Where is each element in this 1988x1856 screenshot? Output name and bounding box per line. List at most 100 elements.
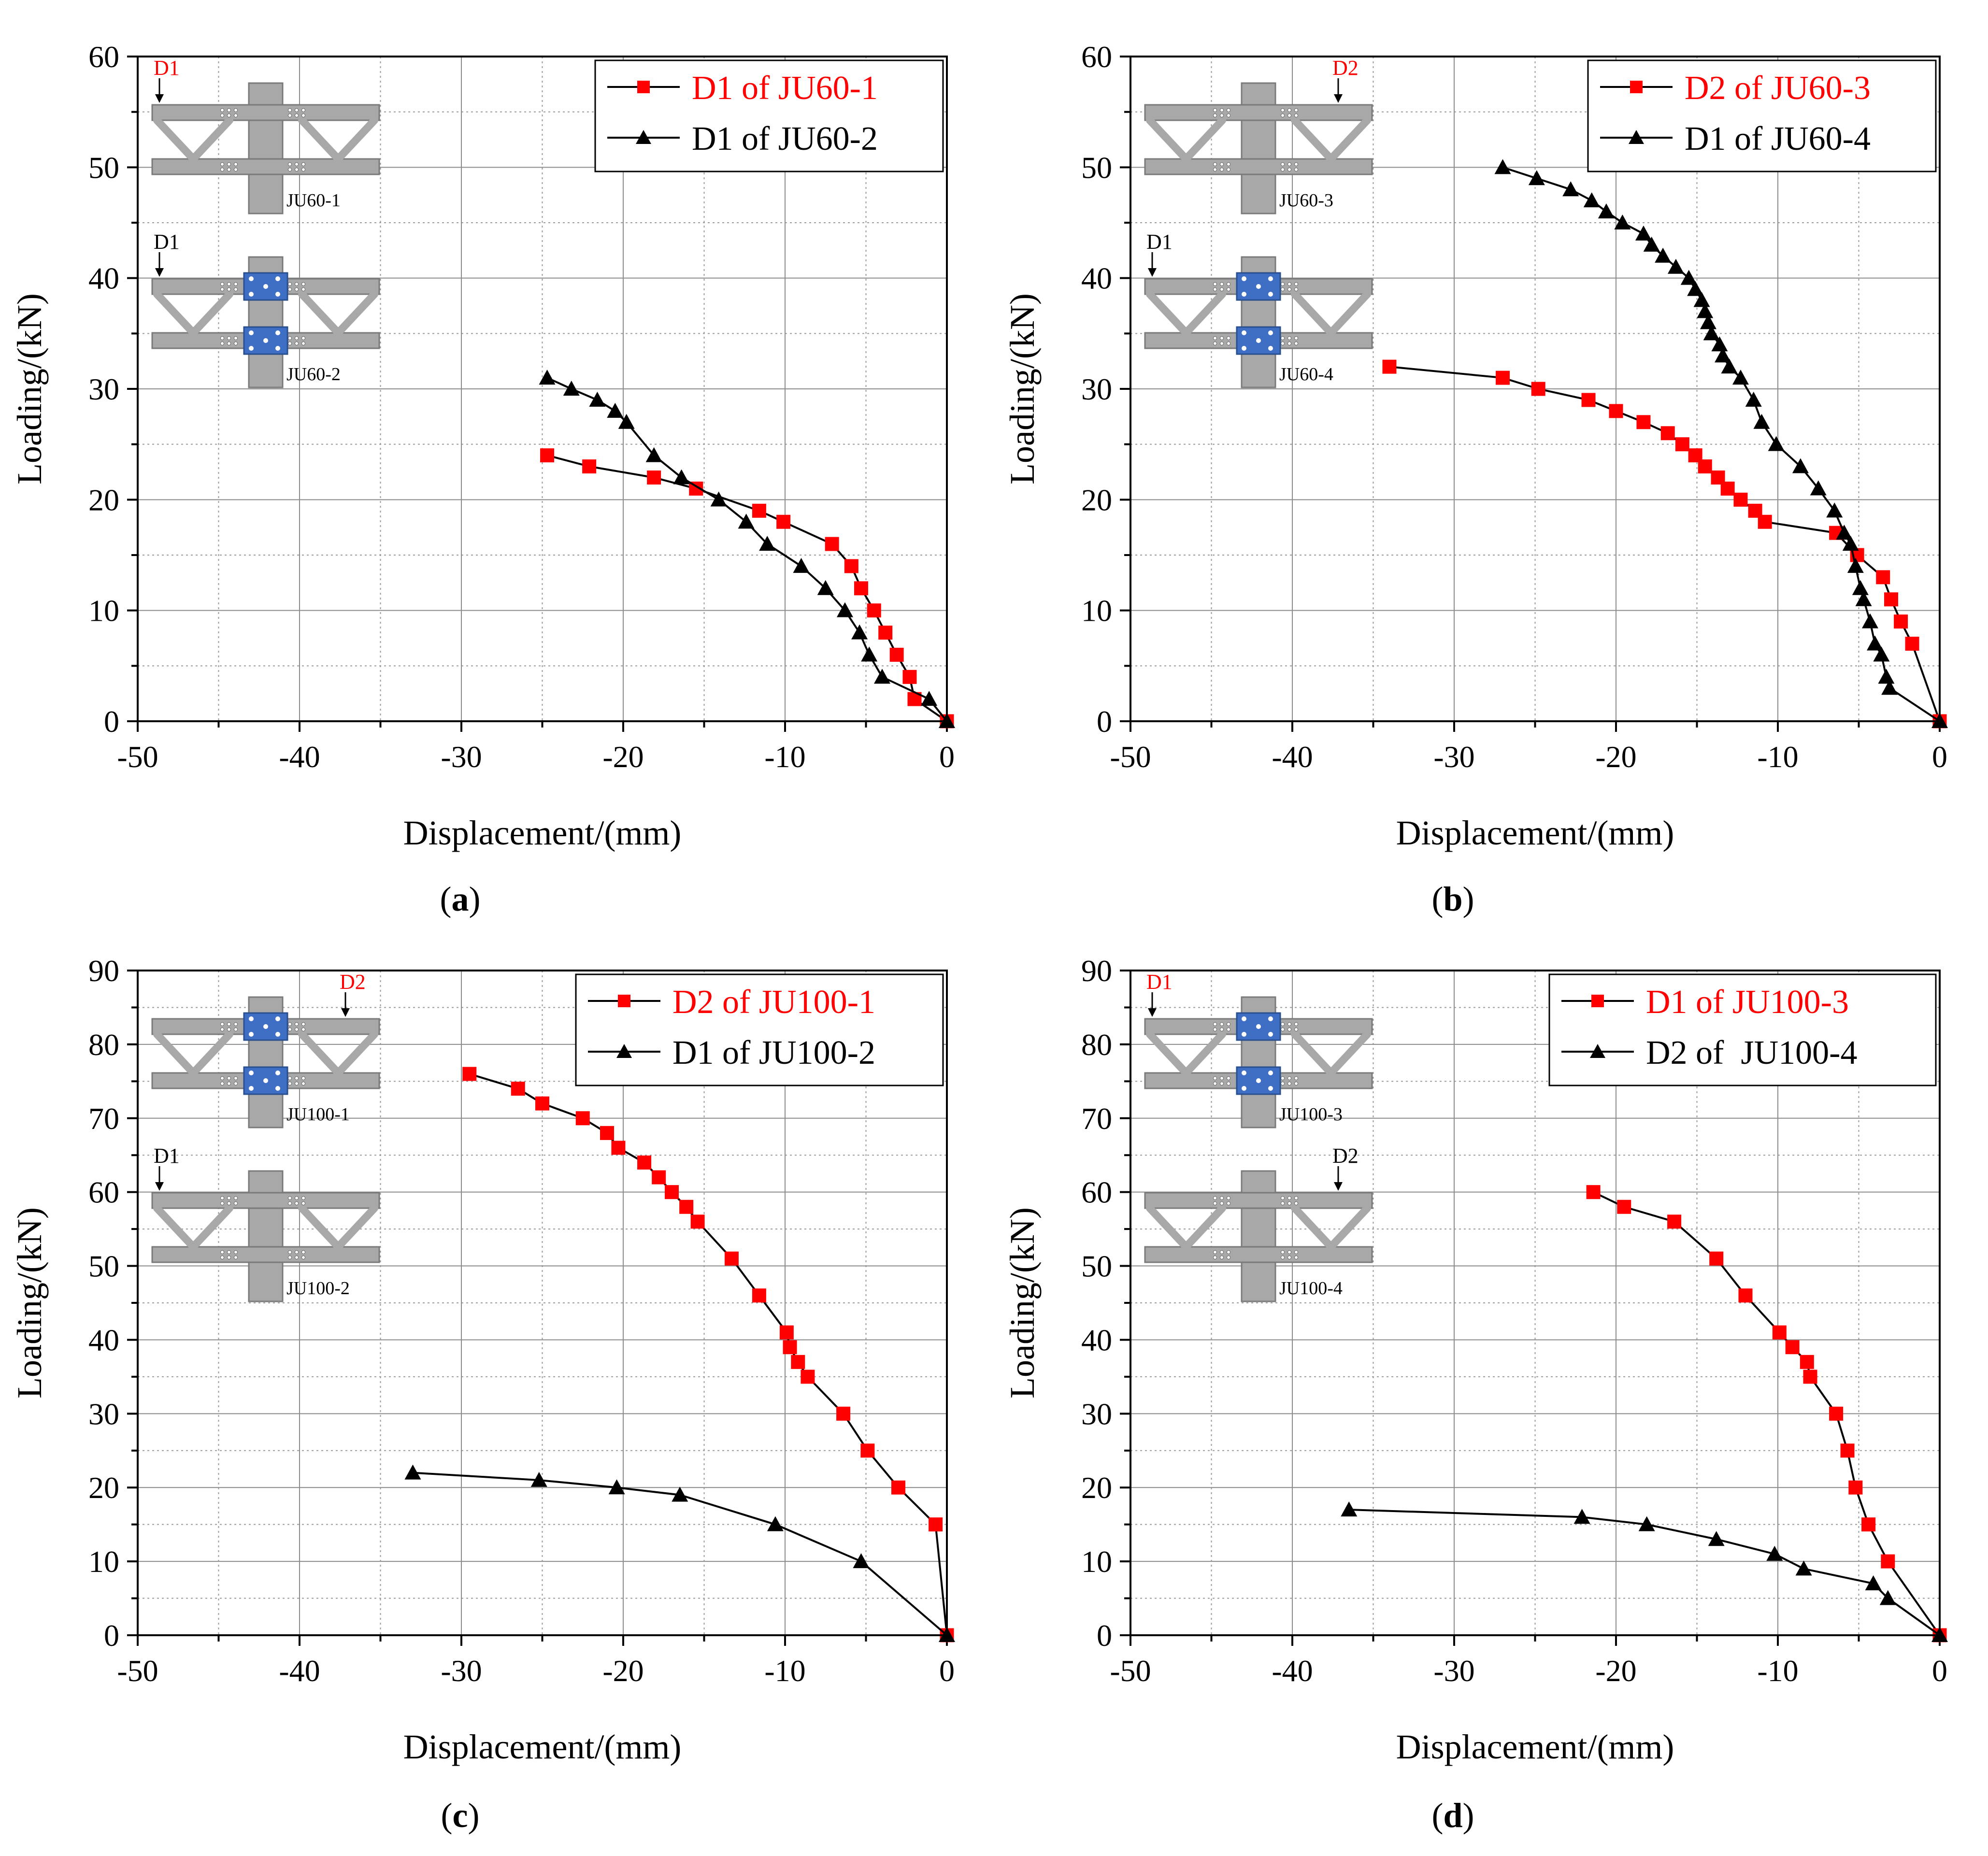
bolt — [1213, 162, 1217, 166]
bolt — [295, 1022, 299, 1026]
axis-ticks: -50 -40 -30 -20 -10 0 0 10 20 30 40 50 60 — [1081, 40, 1947, 774]
bolt — [227, 1022, 231, 1026]
bolt — [288, 287, 292, 291]
data-point-triangle — [1697, 303, 1714, 318]
bolt — [1294, 1028, 1298, 1031]
x-tick-label: -50 — [117, 740, 158, 774]
bolt — [1213, 1196, 1217, 1200]
specimen-id-label: JU60-2 — [286, 364, 341, 385]
data-point-square — [1698, 459, 1712, 474]
bolt — [1294, 108, 1298, 112]
bolt — [234, 1028, 238, 1031]
bolt — [1227, 1082, 1230, 1085]
y-axis-label: Loading/(kN) — [1003, 293, 1042, 485]
x-tick-label: -20 — [1595, 740, 1636, 774]
measuring-point-label: D2 — [1332, 56, 1359, 80]
axis-ticks: -50 -40 -30 -20 -10 0 0 10 20 30 40 50 60 70 80 90 — [1081, 954, 1947, 1688]
panel-caption: (a) — [440, 880, 481, 918]
steel-column — [248, 1170, 284, 1302]
data-point-triangle — [530, 1471, 547, 1487]
bolt — [1287, 1022, 1291, 1026]
legend-box — [575, 973, 944, 1086]
y-axis-label: Loading/(kN) — [1003, 1207, 1042, 1399]
data-point-square — [1636, 415, 1651, 429]
bolt — [1213, 1082, 1217, 1085]
legend-box — [594, 59, 944, 172]
y-tick-label: 70 — [88, 1101, 119, 1136]
web-member — [189, 116, 233, 163]
data-point-triangle — [836, 602, 853, 617]
bolt — [1294, 162, 1298, 166]
bolt — [234, 1250, 238, 1254]
bolt — [234, 1022, 238, 1026]
y-tick-label: 10 — [1081, 594, 1112, 628]
bolt — [288, 1250, 292, 1254]
bolt — [1220, 282, 1224, 286]
bolt — [288, 162, 292, 166]
plate-bolt — [1242, 330, 1246, 335]
series-0 — [462, 1067, 954, 1642]
data-point-square — [1738, 1288, 1753, 1303]
x-tick-label: -10 — [764, 1654, 805, 1688]
data-point-square — [752, 1288, 766, 1303]
y-tick-label: 70 — [1081, 1101, 1112, 1136]
plate-bolt — [263, 1024, 268, 1029]
y-tick-label: 50 — [1081, 1249, 1112, 1284]
bolt — [1281, 1082, 1285, 1085]
plate-bolt — [1242, 276, 1246, 281]
web-member — [1146, 290, 1190, 337]
data-point-triangle — [1614, 214, 1631, 229]
specimen-id-label: JU60-3 — [1279, 190, 1333, 211]
bolt — [1287, 1201, 1291, 1205]
data-point-square — [1861, 1517, 1876, 1532]
y-tick-label: 60 — [88, 40, 119, 74]
bolt — [1281, 1196, 1285, 1200]
data-point-square — [1609, 404, 1623, 418]
bolt — [1294, 114, 1298, 117]
web-member — [153, 290, 197, 337]
data-point-triangle — [817, 580, 834, 595]
bolt — [1227, 108, 1230, 112]
y-tick-label: 30 — [88, 1397, 119, 1431]
bolt — [1294, 1250, 1298, 1254]
bolt — [220, 1022, 224, 1026]
bolt — [1220, 1250, 1224, 1254]
plate-bolt — [1268, 1071, 1273, 1075]
x-tick-label: 0 — [939, 1654, 955, 1688]
plate-bolt — [275, 1071, 280, 1075]
plate-bolt — [1256, 338, 1261, 343]
caption-letter: d — [1443, 1796, 1462, 1835]
plate-bolt — [1268, 1032, 1273, 1037]
data-point-square — [575, 1111, 590, 1126]
legend-marker-square — [1591, 995, 1604, 1007]
data-point-triangle — [1583, 192, 1600, 208]
data-point-triangle — [793, 557, 810, 573]
plot-frame — [1130, 56, 1941, 722]
chart-panel-b: -50 -40 -30 -20 -10 0 0 10 20 30 40 50 60 Displacemen… — [1003, 40, 1948, 918]
legend-box — [1548, 973, 1937, 1086]
data-point-triangle — [1693, 292, 1710, 307]
bolt — [1294, 336, 1298, 340]
legend-box — [1587, 59, 1937, 172]
bolt — [301, 1076, 305, 1080]
plot-frame — [1130, 970, 1941, 1636]
bolt — [220, 1256, 224, 1259]
plate-bolt — [263, 284, 268, 289]
bolt — [1227, 1250, 1230, 1254]
web-member — [298, 1030, 342, 1077]
plate-bolt — [1268, 346, 1273, 351]
data-point-square — [679, 1199, 694, 1214]
bolt — [1294, 1076, 1298, 1080]
y-tick-label: 80 — [1081, 1028, 1112, 1062]
data-point-triangle — [861, 646, 878, 662]
load-arrow-head — [155, 94, 164, 103]
x-tick-label: -40 — [1272, 740, 1313, 774]
load-arrow-head — [1148, 1008, 1157, 1017]
bolt — [220, 168, 224, 171]
bolt — [1213, 114, 1217, 117]
specimen-id-label: JU60-1 — [286, 190, 341, 211]
bolt — [227, 342, 231, 345]
data-point-triangle — [1700, 314, 1716, 329]
x-tick-label: -50 — [1110, 1654, 1151, 1688]
chart-panel-a: -50 -40 -30 -20 -10 0 0 10 20 30 40 50 60 Displacemen… — [10, 40, 955, 918]
